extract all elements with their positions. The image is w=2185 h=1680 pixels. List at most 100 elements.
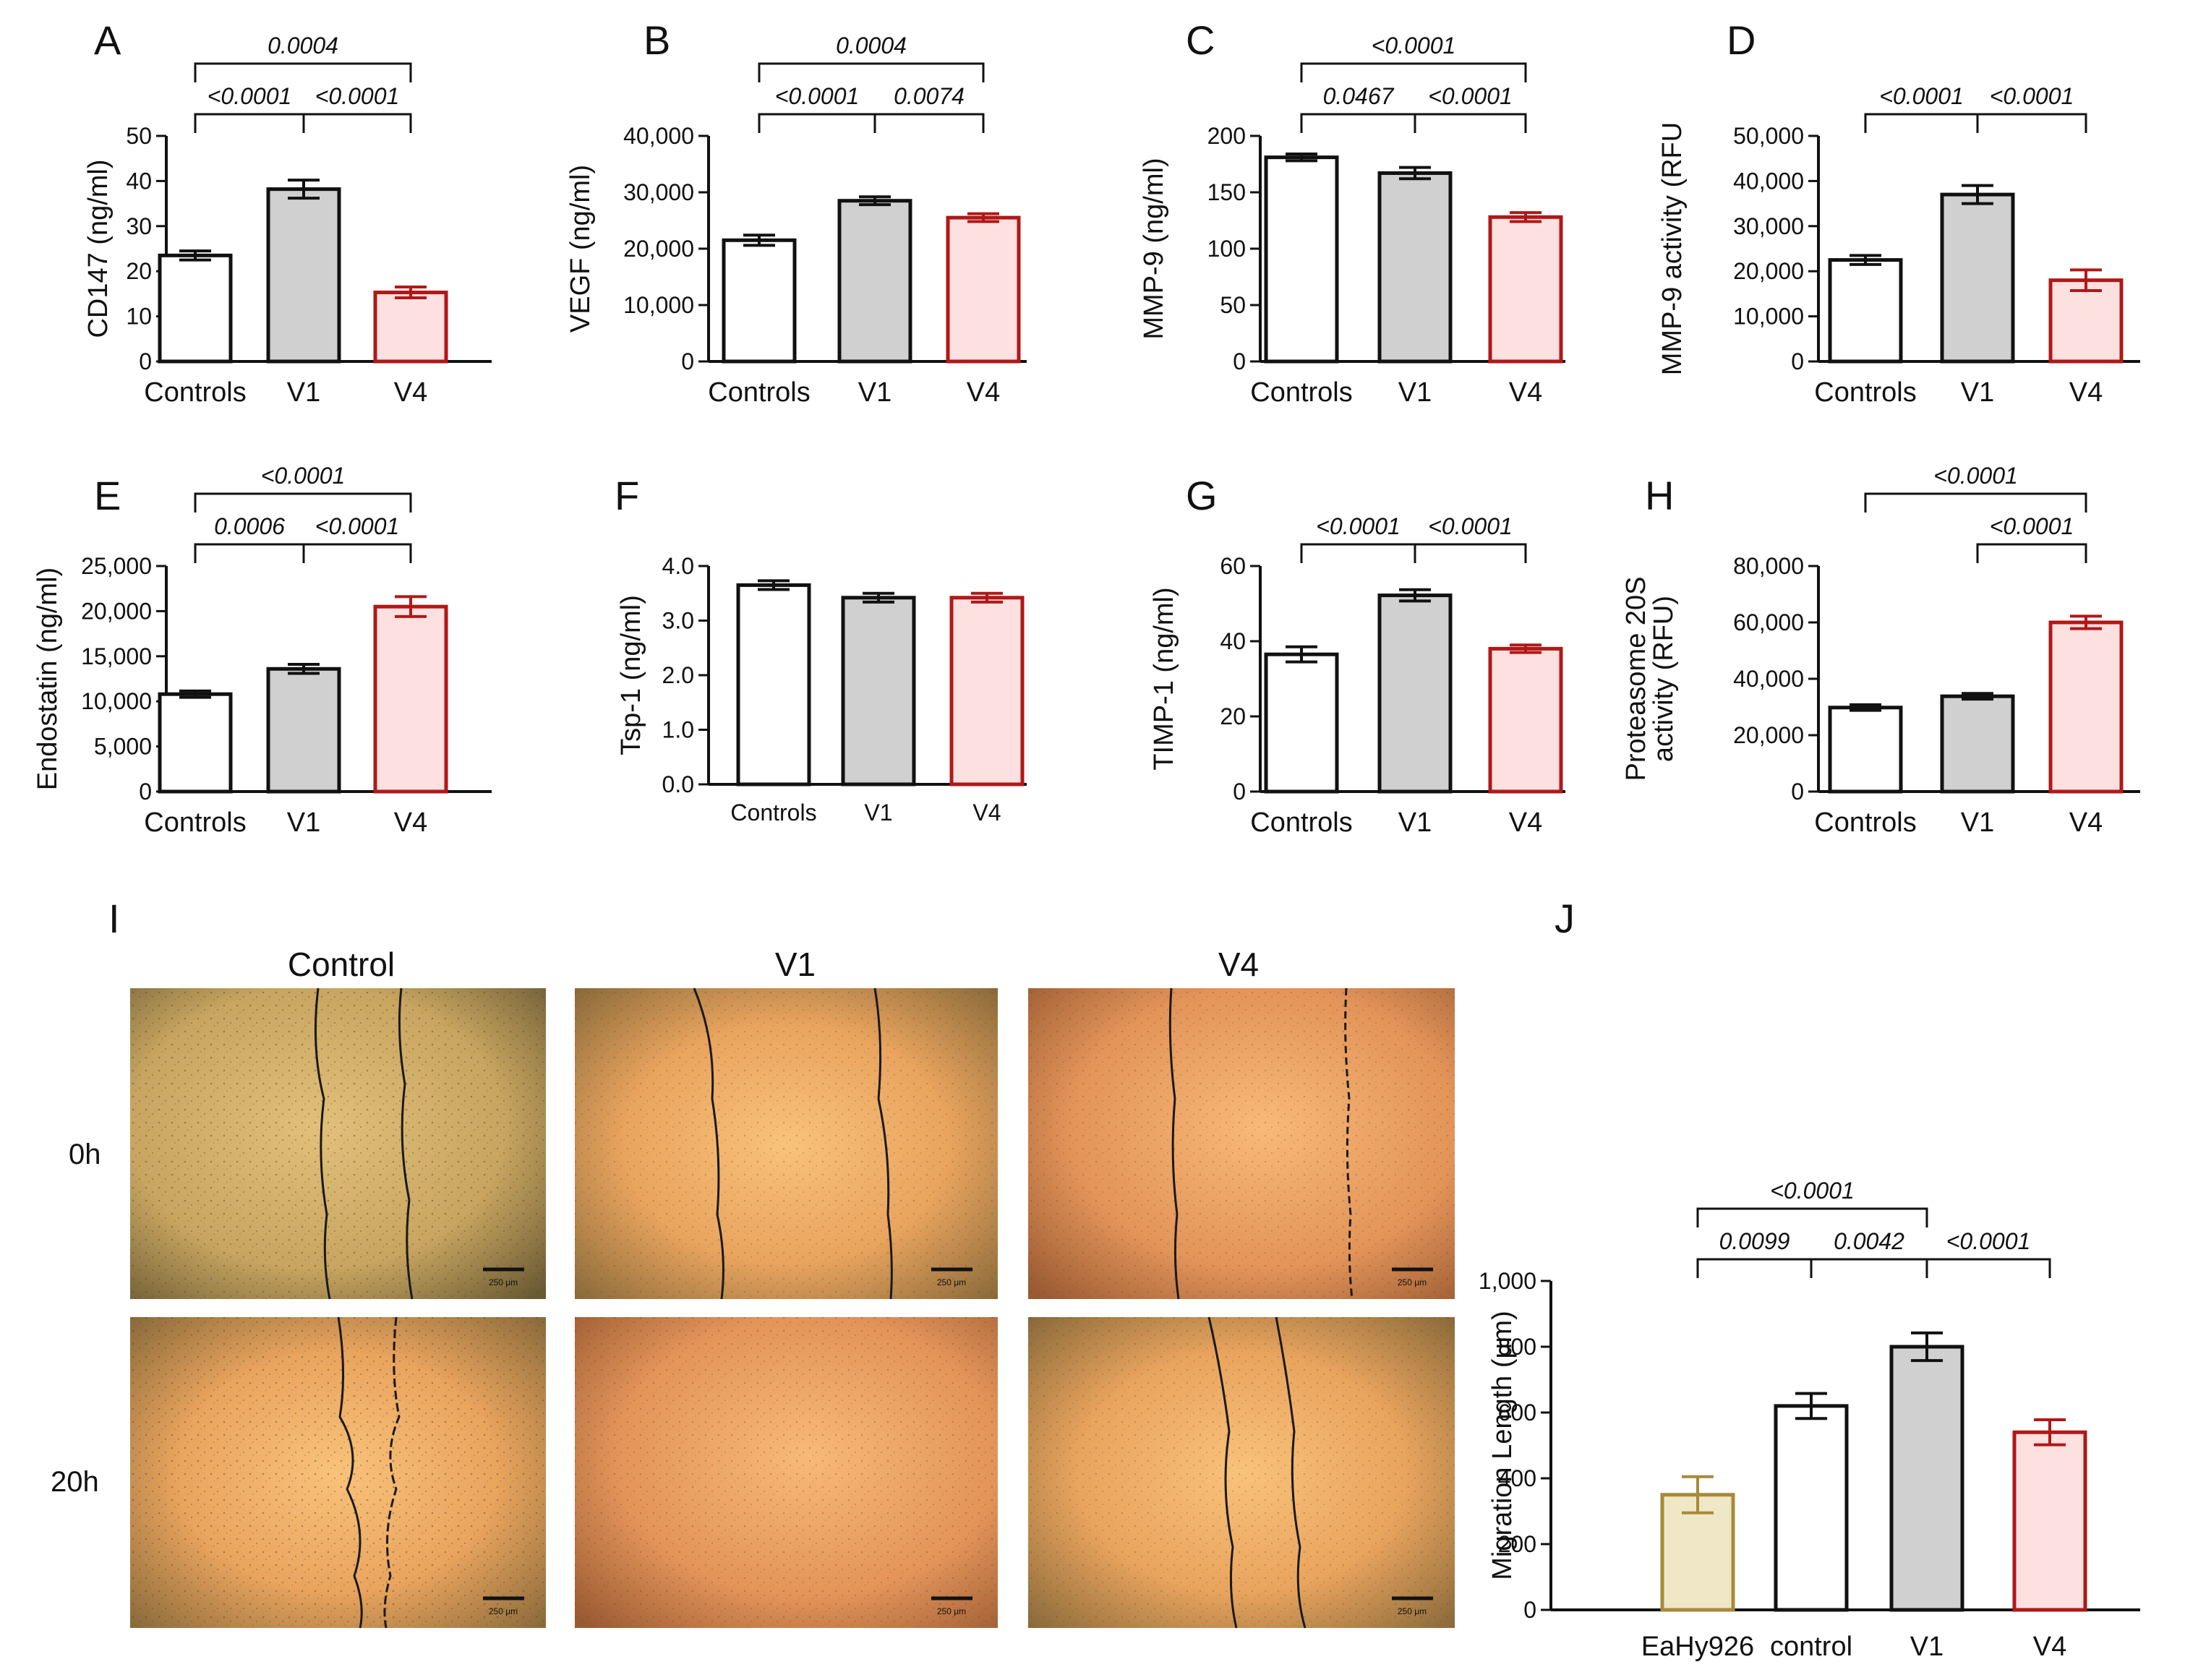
category-label: V4 — [2033, 1632, 2066, 1662]
y-tick-label: 20 — [1220, 703, 1246, 729]
bar-controls — [1828, 258, 1903, 364]
p-value-label: 0.0042 — [1834, 1228, 1904, 1254]
panel-i-micrographs: I Control V1 V4 0h 20h 250 μm 250 μm — [51, 896, 1455, 1629]
category-label: Controls — [1250, 807, 1353, 838]
significance-bracket — [1300, 62, 1527, 82]
y-tick-label: 30 — [126, 213, 152, 239]
y-tick-label: 5,000 — [94, 734, 152, 760]
bar-control — [1774, 1404, 1849, 1612]
y-axis-label: MMP-9 activity (RFU — [1657, 122, 1688, 375]
bar-v1 — [266, 187, 341, 364]
category-label: V4 — [2069, 377, 2103, 408]
y-axis-label: Tsp-1 (ng/ml) — [616, 595, 646, 755]
panel-letter-d: D — [1727, 17, 1756, 63]
category-label: Controls — [144, 377, 247, 408]
scale-bar-label: 250 μm — [937, 1606, 966, 1616]
y-tick-label: 800 — [1498, 1334, 1536, 1360]
y-tick-label: 400 — [1498, 1465, 1536, 1491]
bar-controls — [1264, 652, 1339, 794]
category-label: V1 — [1910, 1632, 1944, 1662]
scale-bar-label: 250 μm — [937, 1277, 966, 1287]
chart-h: H 0 20,000 40,000 60,000 80,000 Proteasome 20S… — [1621, 463, 2140, 838]
bar-v1 — [266, 667, 341, 794]
y-tick-label: 50,000 — [1733, 123, 1804, 149]
y-axis-label: Endostatin (ng/ml) — [33, 567, 63, 790]
p-value-label: <0.0001 — [208, 83, 292, 109]
category-label: control — [1770, 1632, 1852, 1662]
category-label: V4 — [394, 807, 427, 838]
micrograph-v1-20h: 250 μm — [575, 1317, 998, 1628]
significance-bracket — [1976, 113, 2087, 133]
y-tick-label: 20 — [126, 258, 152, 284]
y-tick-label: 1,000 — [1479, 1268, 1536, 1294]
chart-a: A 0 10 20 30 40 50 CD147 (ng/ml) Controls V1 V4 <0.… — [83, 17, 492, 408]
y-axis-label: Proteasome 20S — [1621, 576, 1651, 781]
chart-f: F 0.0 1.0 2.0 3.0 4.0 Tsp-1 (ng/ml) Controls V1 V… — [615, 473, 1027, 826]
panel-letter-a: A — [94, 17, 121, 63]
col-label-v1: V1 — [775, 946, 816, 983]
chart-c: C 0 50 100 150 200 MMP-9 (ng/ml) Controls V1 V4 0.… — [1139, 17, 1565, 408]
scale-bar-label: 250 μm — [489, 1606, 518, 1616]
category-label: Controls — [730, 800, 816, 826]
significance-bracket — [194, 113, 305, 133]
y-axis-label: VEGF (ng/ml) — [565, 165, 596, 333]
significance-bracket — [1864, 492, 2087, 513]
y-tick-label: 40,000 — [623, 123, 694, 149]
y-tick-label: 0 — [139, 779, 152, 805]
y-tick-label: 20,000 — [1733, 258, 1804, 284]
significance-bracket — [1300, 113, 1416, 133]
panel-letter-j: J — [1555, 896, 1575, 941]
y-axis-label: MMP-9 (ng/ml) — [1139, 158, 1169, 339]
y-tick-label: 0 — [1233, 348, 1246, 374]
y-tick-label: 0.0 — [662, 771, 694, 797]
y-tick-label: 10 — [126, 304, 152, 330]
y-axis-label: TIMP-1 (ng/ml) — [1149, 587, 1179, 770]
category-label: Controls — [1814, 807, 1917, 838]
panel-letter-i: I — [108, 896, 120, 941]
chart-b: B 0 10,000 20,000 30,000 40,000 VEGF (ng/ml) Co… — [565, 17, 1027, 408]
category-label: V1 — [1398, 807, 1432, 838]
significance-bracket — [758, 62, 985, 82]
chart-g: G 0 20 40 60 TIMP-1 (ng/ml) Controls V1 V4 <0.000… — [1149, 473, 1565, 838]
y-tick-label: 0 — [1523, 1597, 1536, 1623]
p-value-label: <0.0001 — [261, 463, 346, 489]
p-value-label: 0.0004 — [268, 33, 338, 59]
y-tick-label: 0 — [1233, 779, 1246, 805]
y-tick-label: 80,000 — [1733, 553, 1804, 579]
significance-bracket — [194, 543, 305, 563]
significance-bracket — [1300, 543, 1416, 563]
category-label: V1 — [858, 377, 891, 408]
y-tick-label: 200 — [1207, 123, 1246, 149]
y-tick-label: 200 — [1498, 1531, 1536, 1557]
y-tick-label: 20,000 — [1733, 722, 1804, 748]
scale-bar-label: 250 μm — [1398, 1606, 1427, 1616]
p-value-label: <0.0001 — [315, 83, 400, 109]
significance-bracket — [873, 113, 985, 133]
y-axis-label: Migration Length (μm) — [1487, 1311, 1518, 1580]
bar-v4 — [2012, 1430, 2087, 1612]
panel-letter-f: F — [615, 473, 639, 518]
chart-j: J 0 200 400 600 800 1,000 Migration Length (μm)… — [1479, 896, 2140, 1662]
micrograph-v1-0h: 250 μm — [575, 987, 998, 1300]
y-tick-label: 50 — [1220, 292, 1246, 318]
significance-bracket — [1414, 113, 1527, 133]
category-label: V1 — [287, 807, 320, 838]
bar-v4 — [373, 604, 448, 794]
y-tick-label: 40 — [1220, 628, 1246, 654]
panel-letter-b: B — [643, 17, 670, 63]
p-value-label: <0.0001 — [1428, 513, 1513, 539]
col-label-v4: V4 — [1218, 946, 1259, 983]
y-tick-label: 4.0 — [662, 553, 694, 579]
category-label: V4 — [1509, 807, 1542, 838]
bar-v1 — [841, 596, 916, 787]
y-tick-label: 40,000 — [1733, 168, 1804, 194]
row-label-0h: 0h — [69, 1139, 101, 1170]
y-tick-label: 10,000 — [81, 688, 152, 714]
scale-bar-label: 250 μm — [1398, 1277, 1427, 1287]
category-label: V1 — [1961, 807, 1994, 838]
y-tick-label: 100 — [1207, 236, 1246, 262]
y-tick-label: 2.0 — [662, 662, 694, 688]
y-tick-label: 60,000 — [1733, 609, 1804, 635]
y-tick-label: 20,000 — [623, 236, 694, 262]
p-value-label: 0.0074 — [894, 83, 965, 109]
